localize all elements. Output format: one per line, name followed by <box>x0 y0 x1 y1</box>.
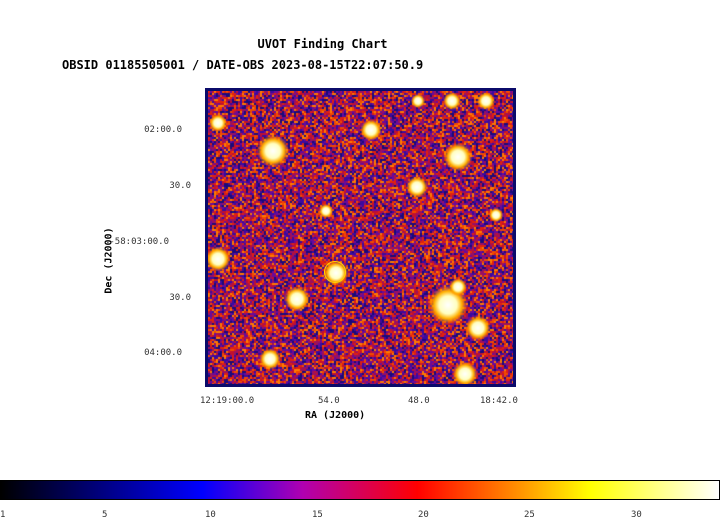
colorbar-tick: 5 <box>102 510 108 520</box>
x-tick-2: 54.0 <box>318 396 340 406</box>
y-tick-2: 30.0 <box>169 181 191 191</box>
colorbar-tick: 1 <box>0 510 6 520</box>
colorbar-tick: 30 <box>631 510 642 520</box>
target-circle-marker <box>324 261 346 283</box>
chart-subtitle: OBSID 01185505001 / DATE-OBS 2023-08-15T… <box>62 58 424 72</box>
colorbar-tick: 15 <box>312 510 323 520</box>
colorbar-tick: 10 <box>205 510 216 520</box>
y-axis-label: Dec (J2000) <box>103 227 115 294</box>
colorbar-tick: 25 <box>524 510 535 520</box>
y-tick-4: 30.0 <box>169 293 191 303</box>
chart-title: UVOT Finding Chart <box>257 37 388 51</box>
y-tick-5: 04:00.0 <box>144 348 182 358</box>
colorbar <box>0 480 720 500</box>
x-tick-4: 18:42.0 <box>480 396 518 406</box>
sky-image-frame <box>205 88 516 387</box>
x-tick-3: 48.0 <box>408 396 430 406</box>
sky-image <box>208 91 513 384</box>
x-tick-1: 12:19:00.0 <box>200 396 255 406</box>
x-axis-label: RA (J2000) <box>305 410 366 421</box>
y-tick-1: 02:00.0 <box>144 125 182 135</box>
y-tick-3: -58:03:00.0 <box>109 237 169 247</box>
colorbar-tick: 20 <box>418 510 429 520</box>
